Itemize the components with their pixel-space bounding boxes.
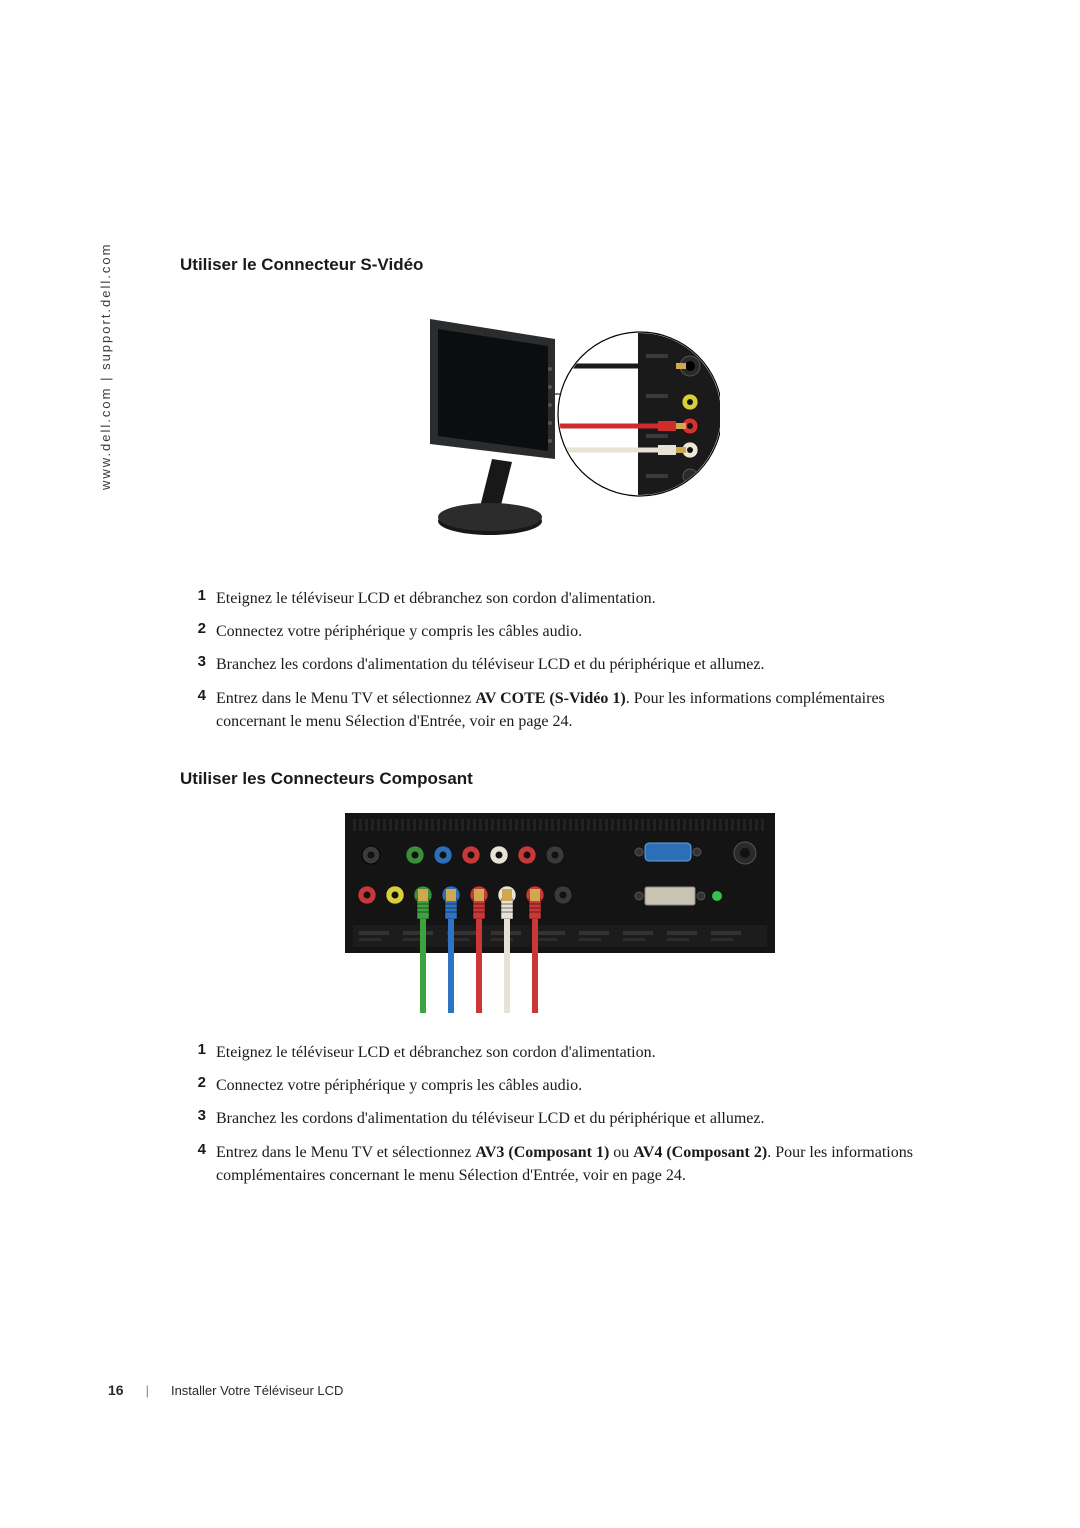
figure-component [180,813,940,1013]
step-row: 3Branchez les cordons d'alimentation du … [192,653,940,676]
step-row: 2Connectez votre périphérique y compris … [192,620,940,643]
step-text: Branchez les cordons d'alimentation du t… [216,1107,764,1130]
step-number: 4 [192,687,216,704]
step-text: Eteignez le téléviseur LCD et débranchez… [216,587,656,610]
step-number: 2 [192,1074,216,1091]
page-footer: 16 | Installer Votre Téléviseur LCD [108,1382,343,1398]
step-row: 2Connectez votre périphérique y compris … [192,1074,940,1097]
step-row: 4Entrez dans le Menu TV et sélectionnez … [192,687,940,733]
step-number: 1 [192,1041,216,1058]
document-page: www.dell.com | support.dell.com Utiliser… [0,0,1080,1528]
figure-svideo [180,299,940,559]
section-heading-svideo: Utiliser le Connecteur S-Vidéo [180,255,940,275]
step-number: 3 [192,1107,216,1124]
steps-component: 1Eteignez le téléviseur LCD et débranche… [192,1041,940,1187]
step-number: 2 [192,620,216,637]
step-row: 1Eteignez le téléviseur LCD et débranche… [192,1041,940,1064]
page-content: Utiliser le Connecteur S-Vidéo 1Eteignez… [180,255,940,1223]
step-row: 1Eteignez le téléviseur LCD et débranche… [192,587,940,610]
step-number: 4 [192,1141,216,1158]
step-number: 3 [192,653,216,670]
steps-svideo: 1Eteignez le téléviseur LCD et débranche… [192,587,940,733]
step-text: Connectez votre périphérique y compris l… [216,1074,582,1097]
step-number: 1 [192,587,216,604]
section-heading-component: Utiliser les Connecteurs Composant [180,769,940,789]
step-text: Entrez dans le Menu TV et sélectionnez A… [216,687,940,733]
footer-chapter: Installer Votre Téléviseur LCD [171,1383,343,1398]
page-number: 16 [108,1382,124,1398]
sidebar-url-text: www.dell.com | support.dell.com [98,243,113,490]
step-text: Entrez dans le Menu TV et sélectionnez A… [216,1141,940,1187]
footer-separator: | [146,1383,149,1398]
step-row: 3Branchez les cordons d'alimentation du … [192,1107,940,1130]
svideo-illustration [400,299,720,559]
step-text: Connectez votre périphérique y compris l… [216,620,582,643]
step-row: 4Entrez dans le Menu TV et sélectionnez … [192,1141,940,1187]
step-text: Branchez les cordons d'alimentation du t… [216,653,764,676]
step-text: Eteignez le téléviseur LCD et débranchez… [216,1041,656,1064]
component-illustration [345,813,775,1013]
